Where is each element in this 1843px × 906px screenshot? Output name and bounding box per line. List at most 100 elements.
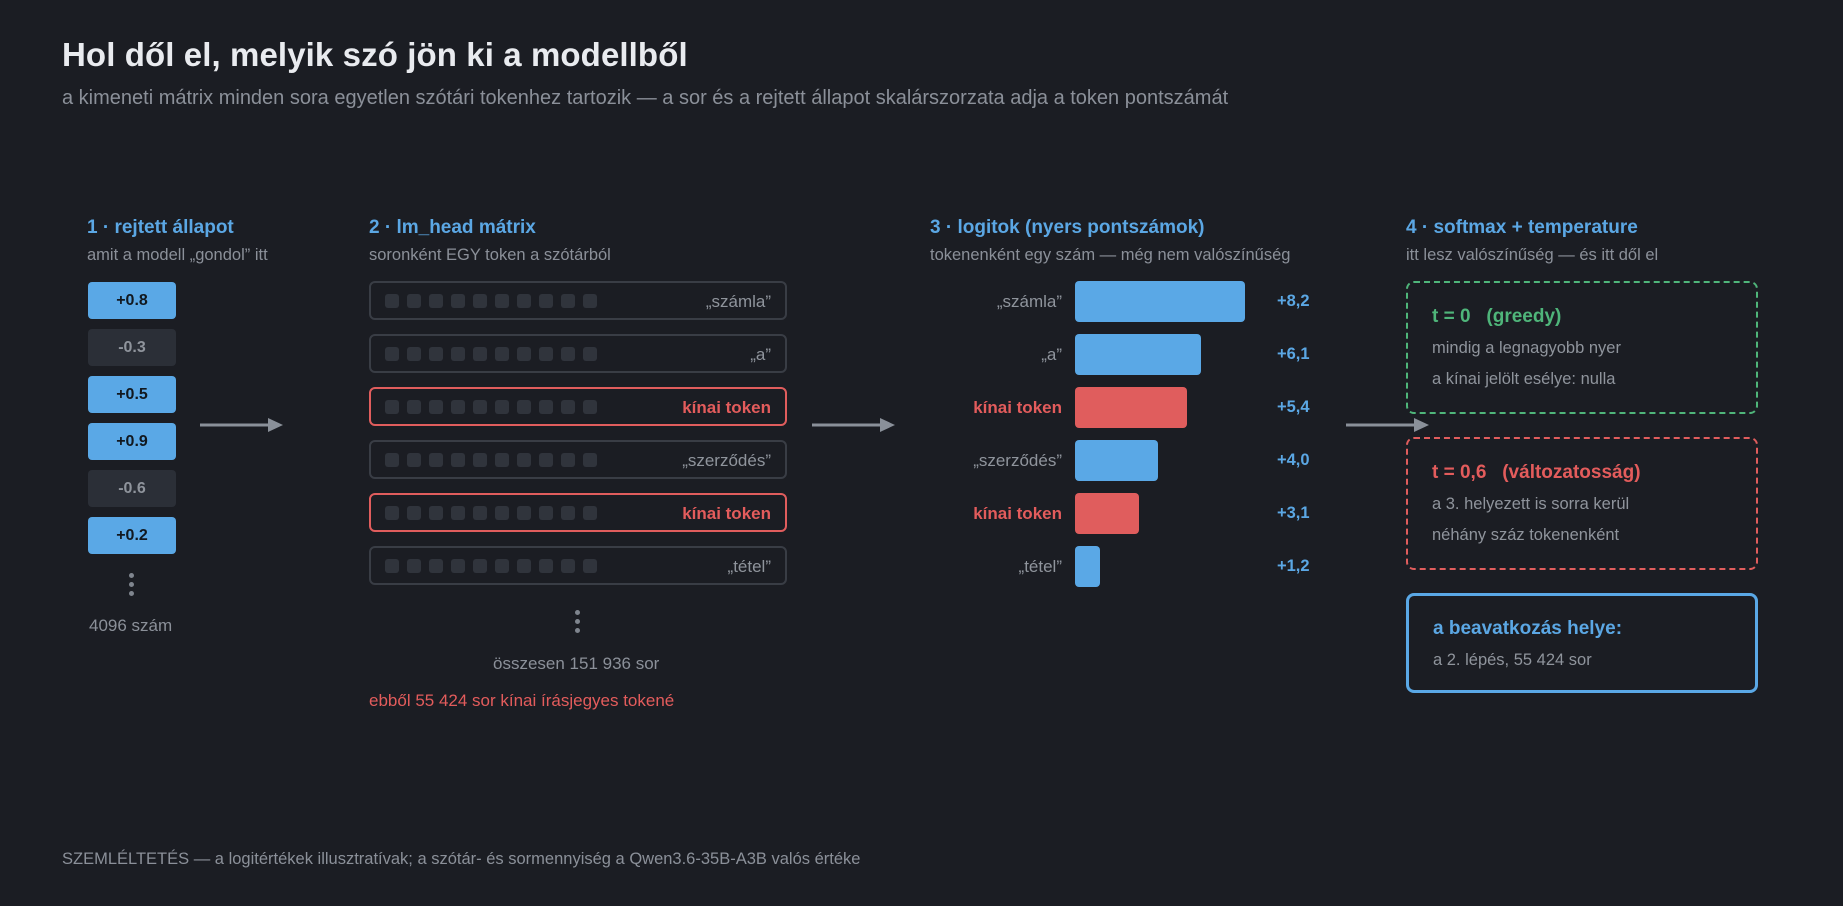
matrix-weight-cell [517, 347, 531, 361]
matrix-row: „a” [369, 334, 787, 373]
matrix-row: „számla” [369, 281, 787, 320]
matrix-weight-cell [495, 347, 509, 361]
step2-subtitle: soronként EGY token a szótárból [369, 246, 611, 264]
matrix-weight-cell [429, 506, 443, 520]
step1-subtitle: amit a modell „gondol” itt [87, 246, 268, 264]
logit-value: +5,4 [1277, 398, 1310, 416]
matrix-weight-cell [429, 400, 443, 414]
chinese-rows-note: ebből 55 424 sor kínai írásjegyes tokené [369, 691, 675, 710]
matrix-weight-cell [473, 506, 487, 520]
logit-label: „tétel” [1018, 557, 1062, 576]
matrix-weight-cell [539, 559, 553, 573]
matrix-weight-cell [451, 453, 465, 467]
matrix-row-label: „tétel” [727, 557, 771, 576]
logit-bar [1075, 546, 1100, 587]
sampling-box: t = 0,6 (változatosság) a 3. helyezett i… [1406, 437, 1758, 570]
sampling-line-2: néhány száz tokenenként [1432, 526, 1620, 544]
intervention-box: a beavatkozás helye: a 2. lépés, 55 424 … [1406, 593, 1758, 693]
step4-title: 4 · softmax + temperature [1406, 217, 1638, 238]
step1-title: 1 · rejtett állapot [87, 217, 234, 238]
matrix-weight-cell [495, 453, 509, 467]
step2-title: 2 · lm_head mátrix [369, 217, 536, 238]
matrix-weight-cell [473, 559, 487, 573]
matrix-weight-cell [429, 347, 443, 361]
matrix-weight-cell [407, 453, 421, 467]
matrix-weight-cell [583, 294, 597, 308]
greedy-heading: t = 0 (greedy) [1432, 306, 1562, 327]
matrix-row-label: kínai token [682, 398, 771, 417]
matrix-weight-cell [429, 294, 443, 308]
logit-value: +3,1 [1277, 504, 1310, 522]
vector-ellipsis [129, 573, 135, 600]
matrix-weight-cell [539, 400, 553, 414]
matrix-weight-cell [561, 400, 575, 414]
vector-size-note: 4096 szám [89, 616, 173, 635]
matrix-weight-cell [561, 506, 575, 520]
logit-label: „számla” [996, 292, 1062, 311]
matrix-weight-cell [517, 400, 531, 414]
matrix-ellipsis [575, 610, 581, 637]
matrix-weight-cell [385, 347, 399, 361]
matrix-weight-cell [451, 559, 465, 573]
matrix-total-note: összesen 151 936 sor [493, 654, 660, 673]
logit-label: kínai token [973, 398, 1062, 417]
page-title: Hol dől el, melyik szó jön ki a modellbő… [62, 36, 688, 73]
sampling-heading: t = 0,6 (változatosság) [1432, 462, 1641, 483]
intervention-line: a 2. lépés, 55 424 sor [1433, 651, 1592, 669]
logit-bar [1075, 440, 1158, 481]
logit-bar [1075, 493, 1139, 534]
matrix-weight-cell [473, 347, 487, 361]
step3-subtitle: tokenenként egy szám — még nem valószínű… [930, 246, 1291, 264]
logit-label: „szerződés” [973, 451, 1062, 470]
matrix-weight-cell [451, 506, 465, 520]
matrix-weight-cell [583, 506, 597, 520]
arrow-right-icon [812, 418, 895, 432]
matrix-weight-cell [583, 559, 597, 573]
matrix-weight-cell [473, 453, 487, 467]
logit-bar [1075, 281, 1245, 322]
hidden-value-2: -0.3 [88, 329, 176, 366]
matrix-weight-cell [429, 453, 443, 467]
logit-label: kínai token [973, 504, 1062, 523]
hidden-value-5: -0.6 [88, 470, 176, 507]
logit-value: +6,1 [1277, 345, 1310, 363]
matrix-weight-cell [407, 559, 421, 573]
matrix-weight-cell [583, 347, 597, 361]
page-subtitle: a kimeneti mátrix minden sora egyetlen s… [62, 87, 1229, 109]
matrix-weight-cell [407, 506, 421, 520]
step3-title: 3 · logitok (nyers pontszámok) [930, 217, 1205, 238]
matrix-weight-cell [385, 453, 399, 467]
matrix-weight-cell [517, 294, 531, 308]
matrix-weight-cell [517, 559, 531, 573]
matrix-row-label: kínai token [682, 504, 771, 523]
matrix-weight-cell [517, 506, 531, 520]
matrix-weight-cell [407, 347, 421, 361]
matrix-weight-cell [495, 506, 509, 520]
logit-bar [1075, 334, 1201, 375]
greedy-box: t = 0 (greedy) mindig a legnagyobb nyer … [1406, 281, 1758, 414]
matrix-weight-cell [473, 294, 487, 308]
matrix-weight-cell [539, 506, 553, 520]
matrix-row: „tétel” [369, 546, 787, 585]
hidden-value-4: +0.9 [88, 423, 176, 460]
matrix-weight-cell [583, 400, 597, 414]
matrix-weight-cell [539, 347, 553, 361]
matrix-weight-cell [473, 400, 487, 414]
matrix-row-label: „számla” [705, 292, 771, 311]
step4-subtitle: itt lesz valószínűség — és itt dől el [1406, 246, 1659, 264]
matrix-weight-cell [561, 559, 575, 573]
matrix-weight-cell [495, 294, 509, 308]
matrix-weight-cell [451, 294, 465, 308]
matrix-weight-cell [561, 347, 575, 361]
arrow-right-icon [200, 418, 283, 432]
hidden-value-6: +0.2 [88, 517, 176, 554]
sampling-line-1: a 3. helyezett is sorra kerül [1432, 495, 1630, 513]
greedy-line-2: a kínai jelölt esélye: nulla [1432, 370, 1616, 388]
matrix-weight-cell [561, 453, 575, 467]
matrix-row: kínai token [369, 493, 787, 532]
matrix-weight-cell [451, 400, 465, 414]
matrix-row: kínai token [369, 387, 787, 426]
matrix-row: „szerződés” [369, 440, 787, 479]
matrix-weight-cell [407, 294, 421, 308]
matrix-weight-cell [495, 559, 509, 573]
